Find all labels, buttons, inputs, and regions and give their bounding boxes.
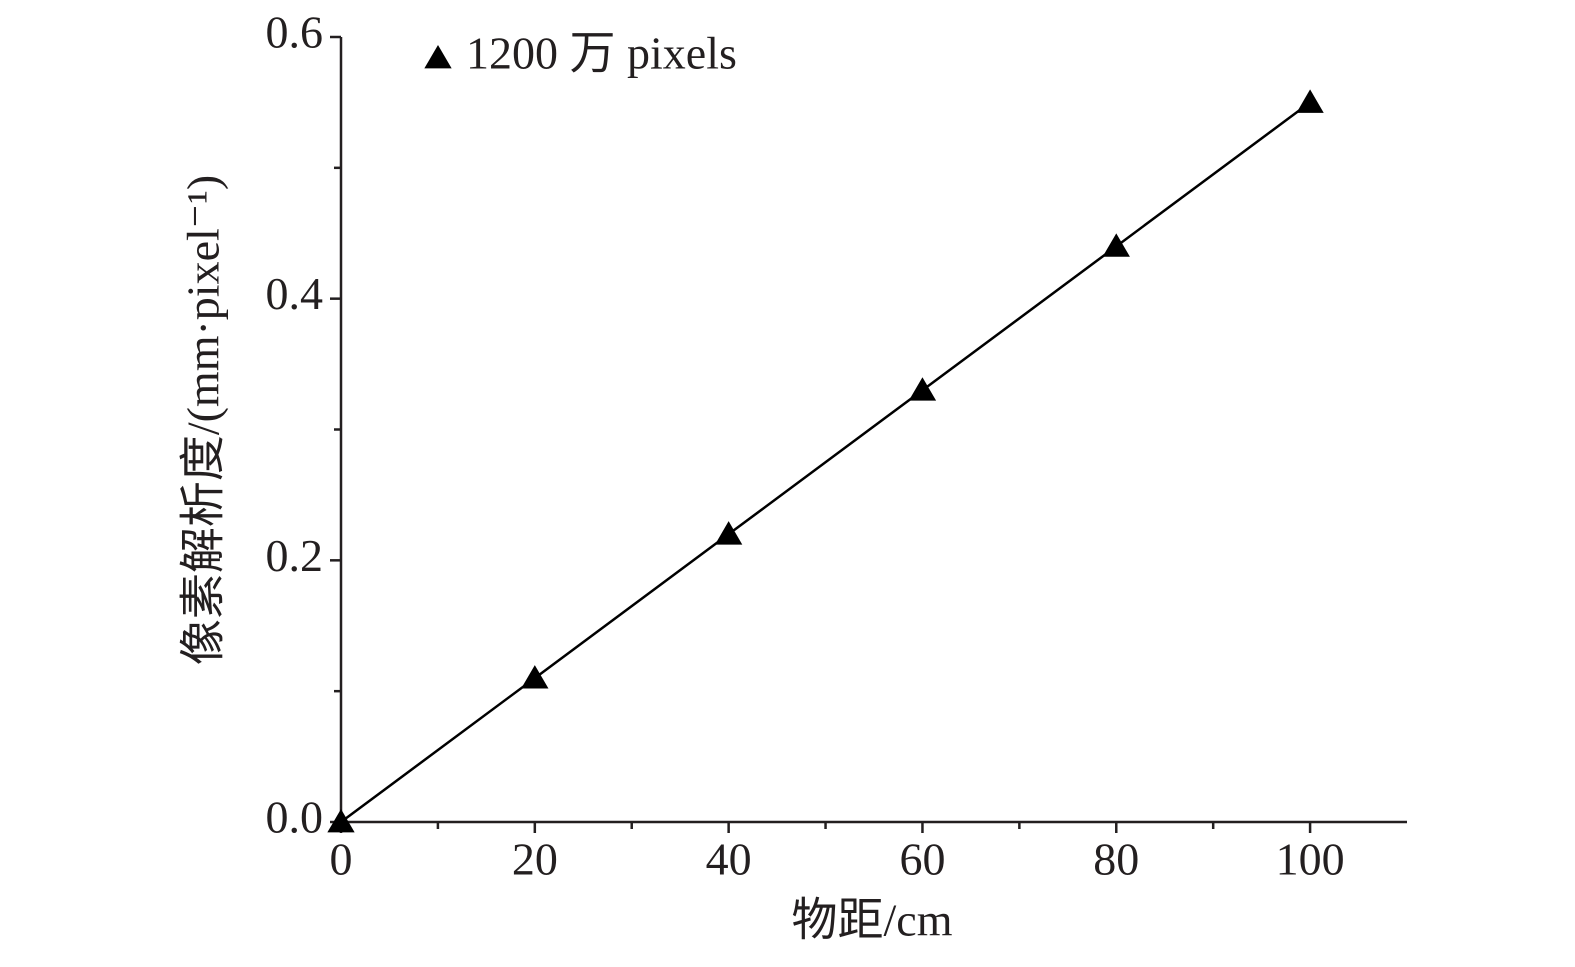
data-point <box>908 377 937 401</box>
legend-label: 1200 万 pixels <box>466 28 737 79</box>
data-point <box>1102 233 1130 257</box>
x-tick-label: 60 <box>899 834 945 885</box>
y-tick-label: 0.6 <box>266 7 324 58</box>
x-tick-label: 100 <box>1276 834 1345 885</box>
y-tick-label: 0.4 <box>266 268 324 319</box>
x-tick-label: 80 <box>1093 834 1139 885</box>
x-axis-label: 物距/cm <box>792 895 953 946</box>
x-tick-label: 20 <box>512 834 558 885</box>
data-point <box>714 521 743 545</box>
data-point <box>327 809 355 833</box>
series-line <box>340 101 1311 824</box>
data-point <box>521 665 549 689</box>
x-tick-label: 0 <box>330 834 353 885</box>
y-tick-label: 0.0 <box>266 792 324 843</box>
y-tick-label: 0.2 <box>266 530 324 581</box>
legend-marker <box>424 45 452 69</box>
y-axis-label: 像素解析度/(mm·pixel⁻¹) <box>178 175 229 665</box>
x-tick-label: 40 <box>706 834 752 885</box>
data-point <box>1296 89 1324 113</box>
